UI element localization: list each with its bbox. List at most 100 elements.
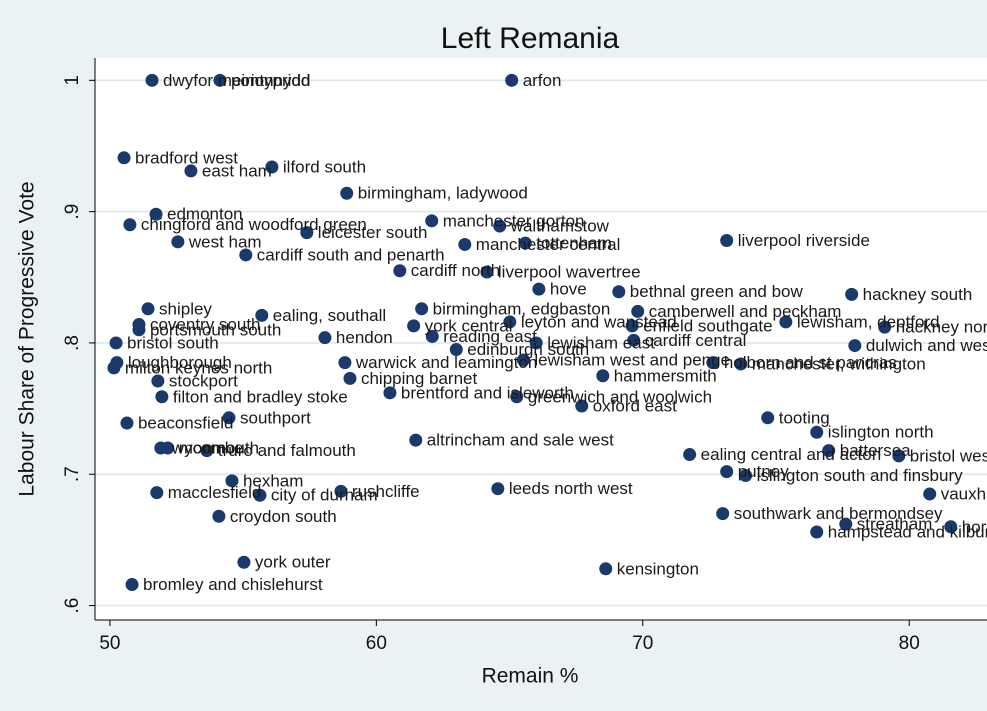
point [612, 285, 626, 299]
point [407, 319, 421, 333]
point [239, 248, 253, 262]
point-label: york outer [255, 553, 331, 572]
point-label: chipping barnet [361, 369, 478, 388]
point [720, 465, 734, 479]
y-tick-label: .7 [62, 466, 83, 482]
point-label: birmingham, ladywood [358, 184, 528, 203]
point [878, 320, 892, 334]
point-label: hornsey and wood green [962, 517, 987, 536]
point-label: altrincham and sale west [427, 431, 614, 450]
point [150, 486, 164, 500]
point-label: manchester gorton [443, 211, 585, 230]
point [393, 264, 407, 278]
point [458, 237, 472, 251]
point-label: liverpool wavertree [498, 263, 641, 282]
x-tick-label: 50 [99, 633, 120, 654]
point-label: holborn and st pancras [724, 353, 897, 372]
point [706, 356, 720, 370]
point-label: dwyfor meirionnydd [163, 71, 310, 90]
point [141, 302, 155, 316]
point [213, 73, 227, 87]
point [343, 371, 357, 385]
point-label: warwick and leamington [355, 353, 537, 372]
point [683, 448, 697, 462]
point [923, 487, 937, 501]
point [225, 474, 239, 488]
point-label: edinburgh south [467, 340, 589, 359]
point [318, 331, 332, 345]
point [845, 287, 859, 301]
x-tick-label: 60 [366, 633, 387, 654]
x-tick-label: 80 [899, 633, 920, 654]
point [145, 73, 159, 87]
point [149, 207, 163, 221]
point-label: croydon south [230, 507, 337, 526]
point-label: islington south and finsbury [757, 466, 964, 485]
point [125, 578, 139, 592]
point [532, 282, 546, 296]
point-label: pontypridd [231, 71, 310, 90]
point-label: cardiff north [411, 261, 500, 280]
point [110, 356, 124, 370]
point [625, 319, 639, 333]
point [117, 151, 131, 165]
point-label: tooting [779, 408, 830, 427]
point [132, 318, 146, 332]
point-label: hackney north [896, 318, 987, 337]
point [480, 265, 494, 279]
point-label: lewisham, deptford [797, 312, 940, 331]
point [761, 411, 775, 425]
point-label: manchester, withington [752, 354, 926, 373]
point-label: ilford south [283, 157, 366, 176]
point-label: truro and falmouth [218, 441, 356, 460]
point [518, 236, 532, 250]
point [151, 374, 165, 388]
point-label: walthamstow [510, 217, 610, 236]
point [253, 488, 267, 502]
point-label: city of durham [271, 486, 378, 505]
point-label: rushcliffe [352, 482, 420, 501]
grid: .6 .7 .8 .9 1 50 60 70 80 [62, 75, 987, 654]
point-label: greenwich and woolwich [528, 387, 712, 406]
point-label: shipley [159, 299, 212, 318]
x-tick-label: 70 [632, 633, 653, 654]
point [516, 353, 530, 367]
point [212, 509, 226, 523]
point [161, 441, 175, 455]
point-label: enfield southgate [643, 316, 773, 335]
point-label: chingford and woodford green [141, 215, 367, 234]
point-label: bristol south [127, 333, 219, 352]
point-label: dulwich and west norwood [866, 336, 987, 355]
point-label: bradford west [135, 148, 238, 167]
point [734, 357, 748, 371]
point-label: reading east [443, 327, 537, 346]
point-label: kensington [617, 559, 699, 578]
point [739, 469, 753, 483]
point-label: lewisham east [547, 333, 655, 352]
y-tick-label: 1 [62, 75, 83, 86]
point [222, 411, 236, 425]
point-label: bethnal green and bow [630, 282, 804, 301]
point-label: ealing, southall [273, 306, 386, 325]
point [491, 482, 505, 496]
point [409, 433, 423, 447]
point-label: islington north [828, 423, 934, 442]
point [510, 390, 524, 404]
point [627, 333, 641, 347]
point-label: cardiff central [645, 331, 747, 350]
point-label: leicester south [318, 223, 428, 242]
point [493, 219, 507, 233]
point-label: filton and bradley stoke [173, 387, 348, 406]
point-label: putney [738, 462, 790, 481]
point [810, 525, 824, 539]
point-label: oxford east [593, 396, 677, 415]
point [822, 444, 836, 458]
point-label: lewisham west and penge [534, 350, 730, 369]
point [505, 73, 519, 87]
point-label: portsmouth south [150, 320, 281, 339]
point [200, 444, 214, 458]
point [155, 390, 169, 404]
point [415, 302, 429, 316]
point [338, 356, 352, 370]
